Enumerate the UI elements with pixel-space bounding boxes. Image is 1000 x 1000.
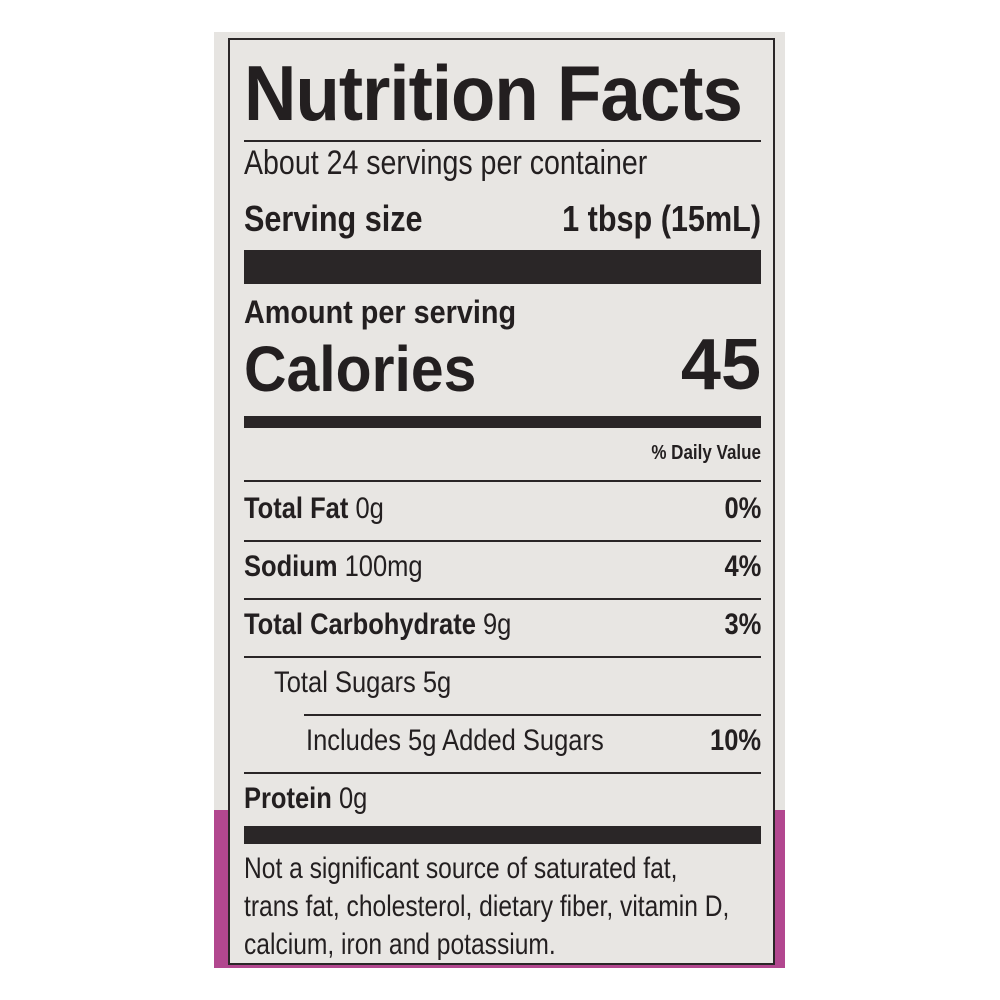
label-title: Nutrition Facts xyxy=(244,49,743,137)
footnote-line: trans fat, cholesterol, dietary fiber, v… xyxy=(244,890,730,923)
nutrient-dv: 4% xyxy=(724,550,761,583)
servings-per-container: About 24 servings per container xyxy=(244,144,648,182)
nutrient-amount: 0g xyxy=(355,492,384,525)
divider xyxy=(244,540,761,542)
nutrient-name: Total Fat xyxy=(244,492,349,525)
nutrient-amount: 100mg xyxy=(344,550,423,583)
footnote-line: Not a significant source of saturated fa… xyxy=(244,852,678,885)
thick-divider xyxy=(244,826,761,844)
nutrient-row: Includes 5g Added Sugars 10% xyxy=(244,724,761,760)
footnote-line: calcium, iron and potassium. xyxy=(244,928,556,961)
serving-size-value: 1 tbsp (15mL) xyxy=(562,198,761,239)
nutrient-row: Sodium 100mg 4% xyxy=(244,550,761,586)
nutrient-name: Sodium xyxy=(244,550,338,583)
calories-value: 45 xyxy=(680,325,761,405)
nutrient-row: Total Carbohydrate 9g 3% xyxy=(244,608,761,644)
footnote: Not a significant source of saturated fa… xyxy=(244,850,761,964)
divider xyxy=(304,714,761,716)
daily-value-header: % Daily Value xyxy=(651,442,761,464)
thick-divider xyxy=(244,250,761,284)
nutrient-name: Total Sugars 5g xyxy=(274,666,452,699)
divider xyxy=(244,772,761,774)
nutrient-dv: 0% xyxy=(724,492,761,525)
medium-divider xyxy=(244,416,761,428)
nutrient-name: Includes 5g Added Sugars xyxy=(306,724,604,757)
nutrient-row: Protein 0g xyxy=(244,782,761,818)
serving-size-label: Serving size xyxy=(244,198,423,239)
nutrient-amount: 0g xyxy=(338,782,368,815)
nutrient-name: Protein xyxy=(244,782,332,815)
divider xyxy=(244,656,761,658)
divider xyxy=(244,140,761,142)
nutrient-name: Total Carbohydrate xyxy=(244,608,476,641)
divider xyxy=(244,598,761,600)
nutrient-row: Total Fat 0g 0% xyxy=(244,492,761,528)
amount-per-serving: Amount per serving xyxy=(244,294,517,330)
title-row: Nutrition Facts xyxy=(244,48,761,138)
nutrition-facts-label: Nutrition Facts About 24 servings per co… xyxy=(228,38,775,965)
nutrient-row: Total Sugars 5g xyxy=(274,666,761,702)
nutrient-dv: 3% xyxy=(724,608,761,641)
divider xyxy=(244,480,761,482)
calories-label: Calories xyxy=(244,333,477,405)
nutrient-dv: 10% xyxy=(709,724,761,757)
nutrient-amount: 9g xyxy=(482,608,512,641)
